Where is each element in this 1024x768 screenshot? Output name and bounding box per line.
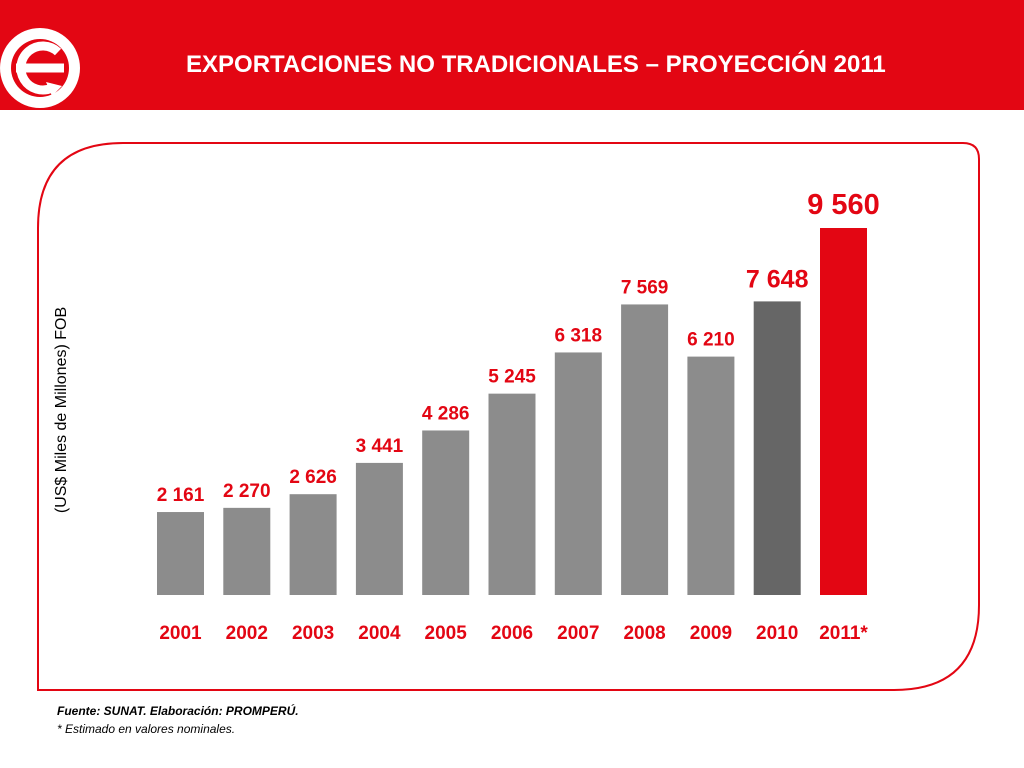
estimate-note: * Estimado en valores nominales. xyxy=(57,722,236,736)
bar-2006 xyxy=(488,393,536,595)
x-tick-2007: 2007 xyxy=(557,623,599,644)
bar-2010 xyxy=(753,301,801,595)
bar-2001 xyxy=(157,512,204,595)
x-tick-2004: 2004 xyxy=(358,623,401,644)
x-tick-2006: 2006 xyxy=(491,623,533,644)
value-label-2005: 4 286 xyxy=(422,403,470,424)
value-label-2007: 6 318 xyxy=(555,325,603,346)
bar-2008 xyxy=(621,304,669,595)
bar-2007 xyxy=(554,352,602,595)
x-tick-2009: 2009 xyxy=(690,623,732,644)
bar-2005 xyxy=(422,430,470,595)
header-bar: EXPORTACIONES NO TRADICIONALES – PROYECC… xyxy=(0,0,1024,110)
page-title: EXPORTACIONES NO TRADICIONALES – PROYECC… xyxy=(186,51,886,78)
value-label-2008: 7 569 xyxy=(621,277,669,298)
x-tick-2005: 2005 xyxy=(425,623,468,644)
x-tick-2008: 2008 xyxy=(623,623,665,644)
value-label-2002: 2 270 xyxy=(223,481,271,502)
x-tick-2001: 2001 xyxy=(159,623,202,644)
value-label-2006: 5 245 xyxy=(488,367,536,388)
value-label-2003: 2 626 xyxy=(289,467,337,488)
bar-2004 xyxy=(355,462,403,595)
x-tick-2011*: 2011* xyxy=(819,623,868,644)
x-tick-2002: 2002 xyxy=(226,623,268,644)
x-tick-2003: 2003 xyxy=(292,623,334,644)
bar-2003 xyxy=(289,494,337,595)
bar-2011* xyxy=(820,228,867,595)
value-label-2004: 3 441 xyxy=(356,436,404,457)
source-note: Fuente: SUNAT. Elaboración: PROMPERÚ. xyxy=(57,704,299,718)
value-label-2001: 2 161 xyxy=(157,485,205,506)
footer: Fuente: SUNAT. Elaboración: PROMPERÚ. * … xyxy=(57,702,299,738)
brand-logo-icon xyxy=(0,28,80,108)
value-label-2010: 7 648 xyxy=(746,265,809,293)
value-label-2011*: 9 560 xyxy=(807,189,880,221)
value-label-2009: 6 210 xyxy=(687,330,735,351)
bar-2002 xyxy=(223,507,271,595)
bar-2009 xyxy=(687,356,735,595)
x-tick-2010: 2010 xyxy=(756,623,798,644)
